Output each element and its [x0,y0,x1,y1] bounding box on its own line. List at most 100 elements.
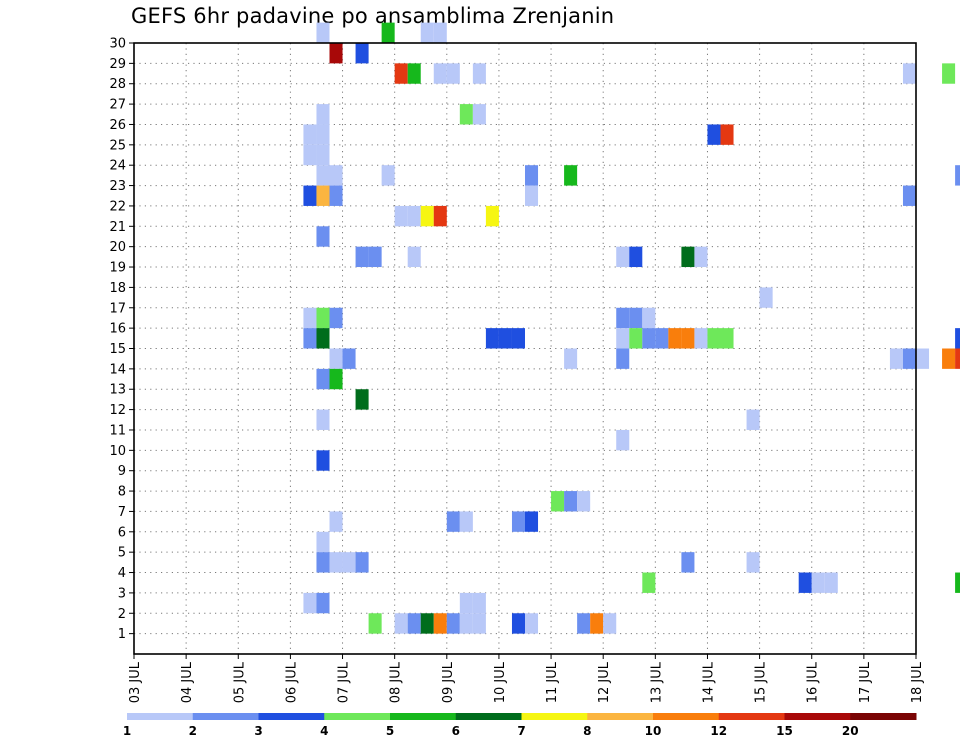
y-tick-label: 21 [109,220,126,235]
heatmap-cell [303,307,317,329]
heatmap-cell [642,572,656,593]
legend-swatch [455,713,522,720]
heatmap-cell [694,328,708,349]
heatmap-cell [329,348,343,369]
axis-ticks [129,42,917,659]
y-tick-label: 18 [109,281,126,296]
heatmap-cell [329,511,343,532]
heatmap-cell [485,328,499,349]
legend-swatch [653,713,720,720]
legend-label: 12 [710,724,727,738]
y-tick-label: 15 [109,342,126,357]
y-tick-label: 2 [118,607,126,622]
y-tick-label: 3 [118,586,126,601]
heatmap-cell [472,592,486,614]
heatmap-cell [642,328,656,349]
heatmap-cell [616,328,630,349]
heatmap-cell [485,205,499,227]
heatmap-cell [407,63,421,84]
y-tick-label: 1 [118,627,126,642]
legend-label: 4 [320,724,328,738]
heatmap-cell [368,246,382,268]
heatmap-cell [394,613,408,634]
y-tick-label: 6 [118,525,126,540]
heatmap-cells [303,22,960,634]
heatmap-cell [616,246,630,268]
heatmap-cell [629,307,643,329]
x-tick-labels: 03 JUL 04 JUL 05 JUL 06 JUL 07 JUL 08 JUL 09 J… [128,661,925,703]
heatmap-cell [511,613,525,634]
heatmap-cell [902,348,916,369]
x-tick-label: 13 JUL [649,661,664,703]
heatmap-cell [525,185,539,206]
heatmap-cell [811,572,825,593]
heatmap-cell [420,613,434,634]
heatmap-cell [942,63,956,84]
heatmap-cell [407,246,421,268]
heatmap-cell [316,185,330,206]
legend-swatch [324,713,391,720]
y-tick-label: 20 [109,240,126,255]
heatmap-cell [342,552,356,573]
heatmap-cell [707,328,721,349]
heatmap-cell [459,511,473,532]
heatmap-cell [368,613,382,634]
y-tick-label: 10 [109,444,126,459]
heatmap-cell [329,43,343,64]
heatmap-cell [629,246,643,268]
y-tick-label: 28 [109,77,126,92]
y-tick-label: 9 [118,464,126,479]
legend-label: 8 [583,724,591,738]
heatmap-cell [446,511,460,532]
y-tick-label: 30 [109,37,126,52]
heatmap-cell [303,185,317,206]
y-tick-label: 27 [109,98,126,113]
heatmap-cell [420,22,434,43]
heatmap-cell [564,165,578,186]
legend-swatch [127,713,194,720]
x-tick-label: 09 JUL [441,661,456,703]
heatmap-cell [316,368,330,390]
heatmap-cell [394,63,408,84]
y-tick-label: 4 [118,566,126,581]
heatmap-cell [577,491,591,512]
heatmap-cell [720,124,734,145]
heatmap-cell [381,165,395,186]
heatmap-cell [316,531,330,553]
heatmap-cell [316,104,330,125]
heatmap-cell [303,124,317,145]
heatmap-cell [942,348,956,369]
heatmap-cell [889,348,903,369]
x-tick-label: 11 JUL [545,661,560,703]
heatmap-cell [381,22,395,43]
heatmap-cell [525,511,539,532]
x-tick-label: 17 JUL [858,661,873,703]
legend-label: 6 [452,724,460,738]
heatmap-cell [902,63,916,84]
heatmap-cell [616,348,630,369]
heatmap-cell [525,165,539,186]
y-tick-label: 23 [109,179,126,194]
legend-swatch [521,713,588,720]
heatmap-cell [303,328,317,349]
legend-label: 15 [776,724,793,738]
heatmap-cell [355,43,369,64]
x-tick-label: 04 JUL [180,661,195,703]
heatmap-cell [420,205,434,227]
heatmap-cell [564,491,578,512]
y-tick-label: 22 [109,199,126,214]
heatmap-cell [655,328,669,349]
legend-swatch [587,713,654,720]
legend-swatch [784,713,851,720]
heatmap-cell [720,328,734,349]
heatmap-cell [316,328,330,349]
heatmap-cell [746,552,760,573]
x-tick-label: 03 JUL [128,661,143,703]
heatmap-cell [681,328,695,349]
heatmap-cell [681,552,695,573]
heatmap-cell [342,348,356,369]
heatmap-cell [329,185,343,206]
heatmap-cell [746,409,760,430]
y-tick-label: 25 [109,138,126,153]
heatmap-cell [329,165,343,186]
